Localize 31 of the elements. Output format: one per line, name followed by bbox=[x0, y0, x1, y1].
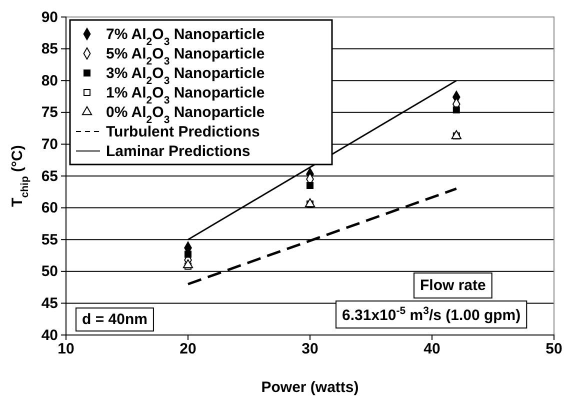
y-tick-label: 40 bbox=[41, 326, 58, 344]
y-tick-label: 75 bbox=[41, 104, 58, 122]
x-tick-label: 40 bbox=[424, 340, 440, 358]
y-tick-label: 65 bbox=[41, 168, 58, 185]
legend-label: 1% Al$_{2}$O$_{3}$ Nanoparticle bbox=[106, 84, 265, 106]
y-tick-label: 85 bbox=[41, 40, 58, 58]
legend-label: 7% Al$_{2}$O$_{3}$ Nanoparticle bbox=[106, 26, 265, 48]
x-tick-label: 10 bbox=[58, 340, 74, 358]
y-tick-label: 50 bbox=[41, 263, 58, 280]
y-tick-label: 55 bbox=[41, 231, 58, 248]
annotation: d = 40nm bbox=[82, 311, 148, 328]
legend-label: 5% Al$_{2}$O$_{3}$ Nanoparticle bbox=[106, 46, 265, 68]
annotation: Flow rate bbox=[420, 277, 486, 294]
y-tick-label: 45 bbox=[41, 295, 58, 312]
legend-label: Turbulent Predictions bbox=[106, 124, 260, 140]
legend-label: 0% Al$_{2}$O$_{3}$ Nanoparticle bbox=[106, 104, 265, 126]
y-tick-label: 60 bbox=[41, 200, 58, 217]
point bbox=[182, 259, 194, 268]
annotation: 6.31x10$^{-5}$ m$^{3}$/s (1.00 gpm) bbox=[342, 305, 521, 324]
y-tick-label: 90 bbox=[41, 8, 58, 26]
x-tick-label: 30 bbox=[302, 340, 318, 358]
x-axis-title: Power (watts) bbox=[261, 379, 359, 396]
point bbox=[452, 106, 460, 114]
legend-label: Laminar Predictions bbox=[106, 143, 250, 160]
y-tick-label: 70 bbox=[41, 136, 58, 153]
point bbox=[184, 250, 192, 258]
point bbox=[306, 182, 314, 190]
x-tick-label: 50 bbox=[546, 340, 562, 358]
x-tick-label: 20 bbox=[180, 340, 196, 358]
legend-label: 3% Al$_{2}$O$_{3}$ Nanoparticle bbox=[106, 65, 265, 87]
y-tick-label: 80 bbox=[41, 72, 58, 90]
